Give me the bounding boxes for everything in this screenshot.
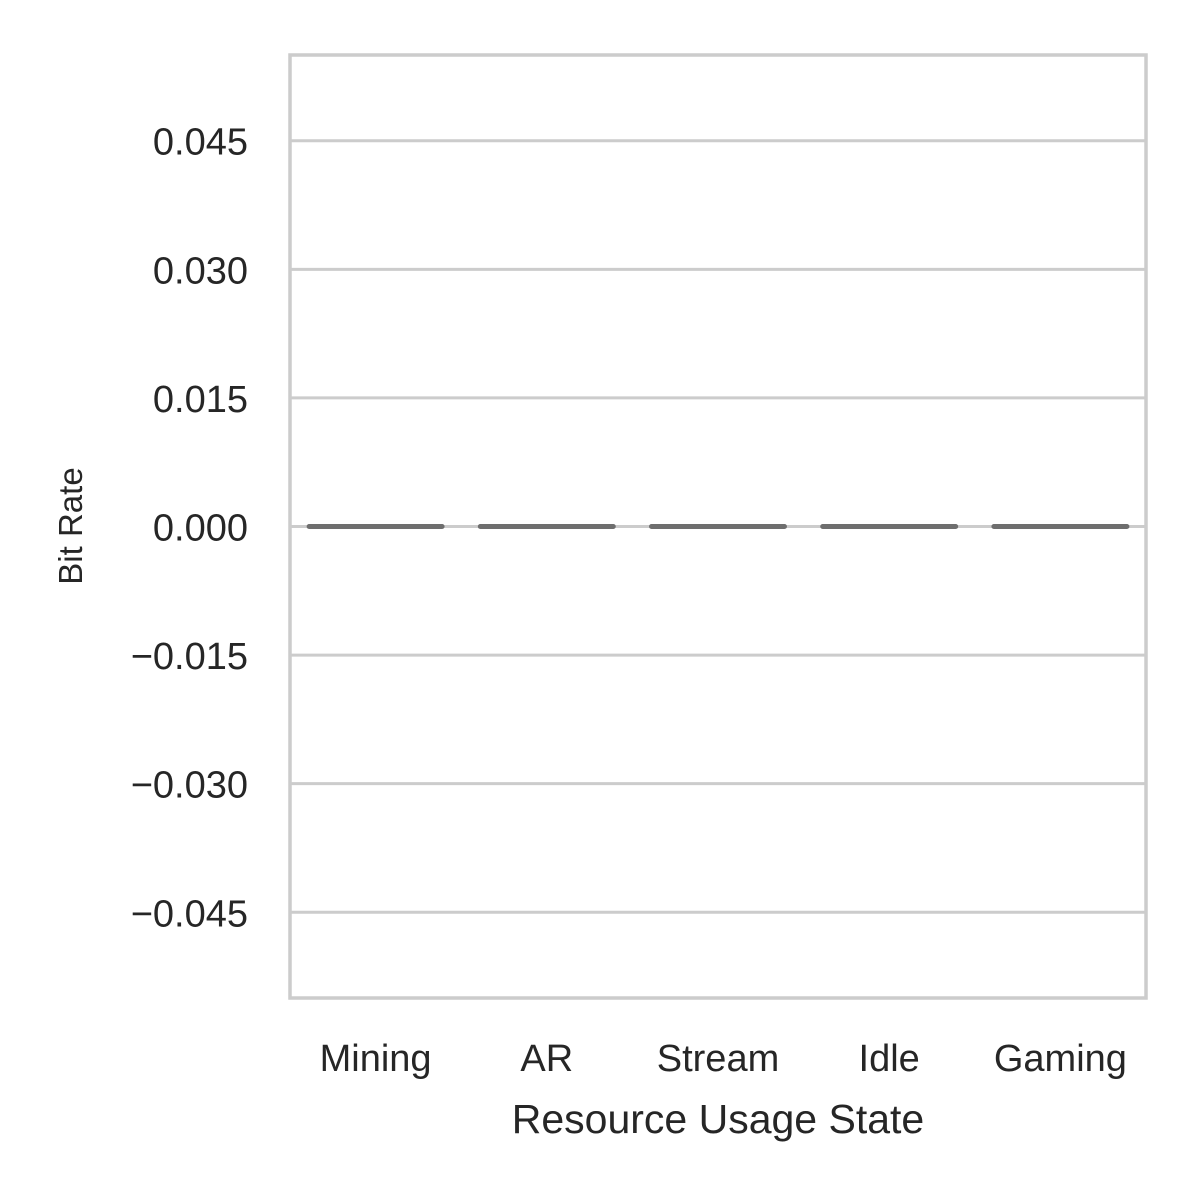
x-tick-label: Idle <box>859 1038 920 1080</box>
x-tick-label: Gaming <box>994 1038 1127 1080</box>
y-tick-label: 0.000 <box>153 508 248 550</box>
y-tick-label: −0.045 <box>131 893 248 935</box>
x-axis-label: Resource Usage State <box>512 1096 925 1142</box>
plot-frame <box>288 53 1148 1000</box>
y-tick-labels: 0.045 0.030 0.015 0.000 −0.015 −0.030 −0.045 <box>131 122 248 936</box>
x-tick-label: Mining <box>320 1038 432 1080</box>
x-tick-label: Stream <box>657 1038 779 1080</box>
y-tick-label: 0.015 <box>153 379 248 421</box>
x-tick-label: AR <box>520 1038 573 1080</box>
y-tick-label: 0.030 <box>153 250 248 292</box>
y-tick-label: 0.045 <box>153 122 248 164</box>
y-tick-label: −0.030 <box>131 765 248 807</box>
y-axis-label: Bit Rate <box>52 467 89 584</box>
y-tick-label: −0.015 <box>131 636 248 678</box>
x-tick-labels: Mining AR Stream Idle Gaming <box>320 1038 1127 1080</box>
